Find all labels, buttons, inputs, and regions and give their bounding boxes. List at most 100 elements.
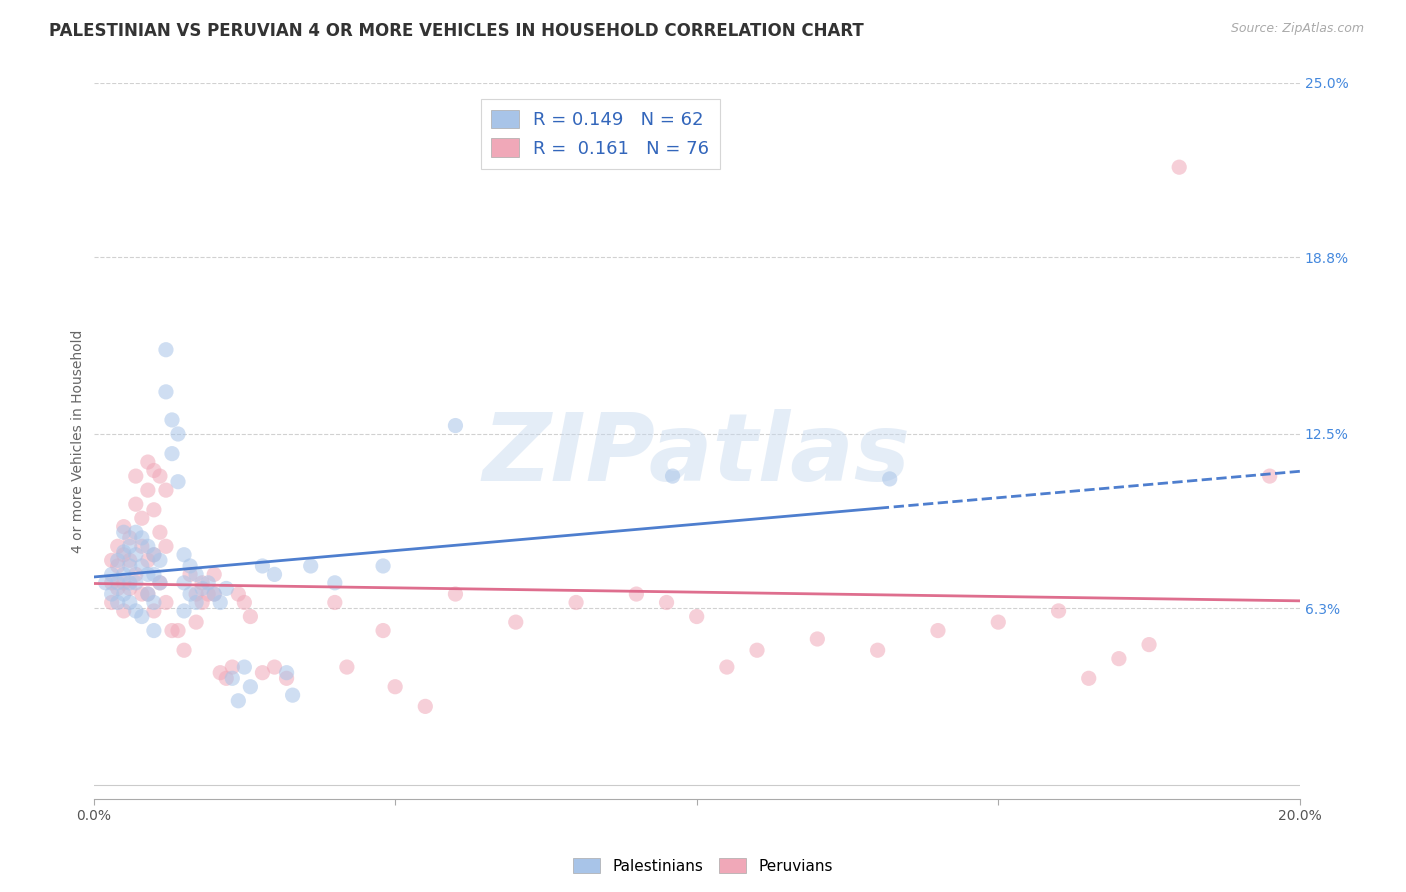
Point xyxy=(184,587,207,601)
Point xyxy=(118,575,141,590)
Point xyxy=(107,539,129,553)
Point xyxy=(1108,651,1130,665)
Point xyxy=(299,558,322,573)
Point xyxy=(155,595,177,609)
Point xyxy=(136,455,159,469)
Point xyxy=(142,503,165,517)
Point xyxy=(191,595,214,609)
Point xyxy=(136,567,159,582)
Point xyxy=(336,660,359,674)
Point xyxy=(118,531,141,545)
Point xyxy=(239,609,262,624)
Point xyxy=(173,643,195,657)
Point xyxy=(505,615,527,629)
Point xyxy=(184,567,207,582)
Point xyxy=(444,587,467,601)
Point xyxy=(131,587,153,601)
Point xyxy=(179,587,201,601)
Point xyxy=(136,539,159,553)
Point xyxy=(125,575,148,590)
Point xyxy=(927,624,949,638)
Y-axis label: 4 or more Vehicles in Household: 4 or more Vehicles in Household xyxy=(72,329,86,553)
Point xyxy=(155,343,177,357)
Point xyxy=(112,567,135,582)
Point xyxy=(191,582,214,596)
Point xyxy=(107,553,129,567)
Legend: R = 0.149   N = 62, R =  0.161   N = 76: R = 0.149 N = 62, R = 0.161 N = 76 xyxy=(481,99,720,169)
Point xyxy=(745,643,768,657)
Point xyxy=(323,595,346,609)
Point xyxy=(879,472,901,486)
Point xyxy=(136,483,159,497)
Point xyxy=(142,548,165,562)
Point xyxy=(118,558,141,573)
Point xyxy=(167,475,190,489)
Point xyxy=(221,671,243,685)
Point xyxy=(142,604,165,618)
Point xyxy=(866,643,889,657)
Point xyxy=(184,615,207,629)
Point xyxy=(149,469,172,483)
Point xyxy=(1168,160,1191,174)
Point xyxy=(661,469,683,483)
Point xyxy=(215,671,238,685)
Point xyxy=(112,604,135,618)
Point xyxy=(136,553,159,567)
Point xyxy=(209,665,232,680)
Point xyxy=(173,548,195,562)
Point xyxy=(276,665,298,680)
Point xyxy=(136,587,159,601)
Point xyxy=(142,548,165,562)
Point xyxy=(173,575,195,590)
Point xyxy=(252,665,274,680)
Point xyxy=(142,463,165,477)
Point xyxy=(987,615,1010,629)
Point xyxy=(131,539,153,553)
Point xyxy=(142,567,165,582)
Point xyxy=(100,567,122,582)
Point xyxy=(131,531,153,545)
Point xyxy=(125,497,148,511)
Point xyxy=(112,525,135,540)
Point xyxy=(202,587,225,601)
Point xyxy=(173,604,195,618)
Point xyxy=(118,553,141,567)
Point xyxy=(107,558,129,573)
Point xyxy=(112,548,135,562)
Point xyxy=(100,575,122,590)
Point xyxy=(281,688,304,702)
Point xyxy=(125,548,148,562)
Point xyxy=(1137,638,1160,652)
Point xyxy=(155,483,177,497)
Point xyxy=(655,595,678,609)
Text: PALESTINIAN VS PERUVIAN 4 OR MORE VEHICLES IN HOUSEHOLD CORRELATION CHART: PALESTINIAN VS PERUVIAN 4 OR MORE VEHICL… xyxy=(49,22,863,40)
Point xyxy=(131,609,153,624)
Point xyxy=(1258,469,1281,483)
Point xyxy=(444,418,467,433)
Point xyxy=(125,525,148,540)
Point xyxy=(149,575,172,590)
Point xyxy=(252,558,274,573)
Point xyxy=(167,427,190,442)
Point xyxy=(125,604,148,618)
Point xyxy=(233,660,256,674)
Point xyxy=(239,680,262,694)
Point xyxy=(197,587,219,601)
Point xyxy=(100,587,122,601)
Point xyxy=(100,595,122,609)
Point xyxy=(191,575,214,590)
Point xyxy=(221,660,243,674)
Point xyxy=(197,575,219,590)
Point xyxy=(131,558,153,573)
Point xyxy=(323,575,346,590)
Point xyxy=(184,595,207,609)
Point xyxy=(202,567,225,582)
Point xyxy=(1077,671,1099,685)
Point xyxy=(142,624,165,638)
Point xyxy=(215,582,238,596)
Point xyxy=(118,539,141,553)
Point xyxy=(142,595,165,609)
Point xyxy=(160,624,183,638)
Point xyxy=(107,595,129,609)
Legend: Palestinians, Peruvians: Palestinians, Peruvians xyxy=(567,852,839,880)
